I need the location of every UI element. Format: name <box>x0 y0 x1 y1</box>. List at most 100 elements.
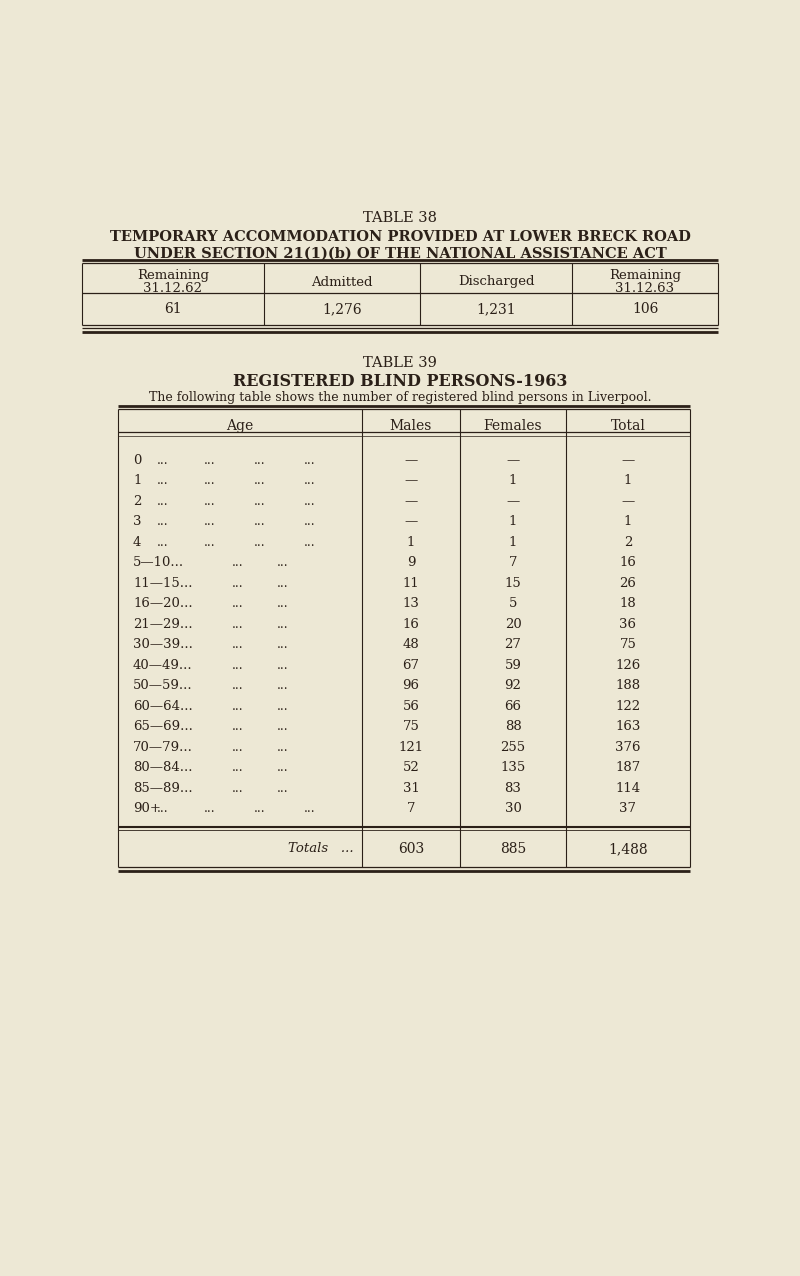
Text: 135: 135 <box>500 762 526 775</box>
Text: ...: ... <box>304 495 316 508</box>
Text: ...: ... <box>232 679 244 693</box>
Text: 2: 2 <box>624 536 632 549</box>
Text: 50—59...: 50—59... <box>133 679 193 693</box>
Text: TEMPORARY ACCOMMODATION PROVIDED AT LOWER BRECK ROAD: TEMPORARY ACCOMMODATION PROVIDED AT LOWE… <box>110 230 690 244</box>
Text: ...: ... <box>304 803 316 815</box>
Text: —: — <box>404 454 418 467</box>
Text: 126: 126 <box>615 658 641 671</box>
Text: 13: 13 <box>402 597 419 610</box>
Text: 1: 1 <box>624 475 632 487</box>
Text: 1,276: 1,276 <box>322 302 362 316</box>
Text: 16: 16 <box>402 618 419 630</box>
Text: 376: 376 <box>615 741 641 754</box>
Text: ...: ... <box>232 741 244 754</box>
Text: 106: 106 <box>632 302 658 316</box>
Text: 1: 1 <box>407 536 415 549</box>
Text: ...: ... <box>277 556 289 569</box>
Text: 0: 0 <box>133 454 142 467</box>
Text: TABLE 39: TABLE 39 <box>363 356 437 370</box>
Text: ...: ... <box>254 475 266 487</box>
Text: —: — <box>404 516 418 528</box>
Text: ...: ... <box>204 516 216 528</box>
Text: 26: 26 <box>619 577 637 590</box>
Text: REGISTERED BLIND PERSONS-1963: REGISTERED BLIND PERSONS-1963 <box>233 373 567 389</box>
Text: —: — <box>622 454 634 467</box>
Text: TABLE 38: TABLE 38 <box>363 211 437 225</box>
Text: ...: ... <box>204 495 216 508</box>
Text: ...: ... <box>232 597 244 610</box>
Text: ...: ... <box>232 782 244 795</box>
Text: 1,488: 1,488 <box>608 842 648 856</box>
Text: 187: 187 <box>615 762 641 775</box>
Text: ...: ... <box>277 638 289 651</box>
Text: Remaining: Remaining <box>609 269 681 282</box>
Text: ...: ... <box>204 475 216 487</box>
Text: 9: 9 <box>406 556 415 569</box>
Text: 18: 18 <box>620 597 636 610</box>
Text: 31.12.63: 31.12.63 <box>615 282 674 295</box>
Text: 40—49...: 40—49... <box>133 658 193 671</box>
Text: ...: ... <box>277 782 289 795</box>
Text: ...: ... <box>277 679 289 693</box>
Text: ...: ... <box>232 638 244 651</box>
Text: 66: 66 <box>505 699 522 713</box>
Text: 52: 52 <box>402 762 419 775</box>
Text: 1: 1 <box>509 475 517 487</box>
Text: ...: ... <box>254 495 266 508</box>
Text: 255: 255 <box>501 741 526 754</box>
Text: 21—29...: 21—29... <box>133 618 193 630</box>
Text: 65—69...: 65—69... <box>133 720 193 734</box>
Text: 16: 16 <box>619 556 637 569</box>
Text: 83: 83 <box>505 782 522 795</box>
Text: 80—84...: 80—84... <box>133 762 193 775</box>
Text: ...: ... <box>232 762 244 775</box>
Text: ...: ... <box>277 597 289 610</box>
Text: ...: ... <box>304 475 316 487</box>
Text: ...: ... <box>304 454 316 467</box>
Text: ...: ... <box>204 454 216 467</box>
Text: 1,231: 1,231 <box>476 302 516 316</box>
Text: Remaining: Remaining <box>137 269 209 282</box>
Text: 122: 122 <box>615 699 641 713</box>
Text: 885: 885 <box>500 842 526 856</box>
Text: 31.12.62: 31.12.62 <box>143 282 202 295</box>
Text: 7: 7 <box>406 803 415 815</box>
Text: ...: ... <box>204 803 216 815</box>
Text: 2: 2 <box>133 495 142 508</box>
Text: 96: 96 <box>402 679 419 693</box>
Text: 11—15...: 11—15... <box>133 577 193 590</box>
Text: ...: ... <box>277 720 289 734</box>
Text: ...: ... <box>277 699 289 713</box>
Text: 92: 92 <box>505 679 522 693</box>
Text: 20: 20 <box>505 618 522 630</box>
Text: 114: 114 <box>615 782 641 795</box>
Text: ...: ... <box>157 536 169 549</box>
Text: 48: 48 <box>402 638 419 651</box>
Text: ...: ... <box>277 658 289 671</box>
Text: ...: ... <box>232 556 244 569</box>
Text: ...: ... <box>157 475 169 487</box>
Text: Totals   ...: Totals ... <box>288 842 354 855</box>
Text: 1: 1 <box>624 516 632 528</box>
Text: 1: 1 <box>509 516 517 528</box>
Text: 1: 1 <box>133 475 142 487</box>
Text: 85—89...: 85—89... <box>133 782 193 795</box>
Text: 75: 75 <box>402 720 419 734</box>
Text: Total: Total <box>610 419 646 433</box>
Text: —: — <box>622 495 634 508</box>
Text: 88: 88 <box>505 720 522 734</box>
Text: The following table shows the number of registered blind persons in Liverpool.: The following table shows the number of … <box>149 392 651 404</box>
Text: —: — <box>506 495 520 508</box>
Text: ...: ... <box>277 741 289 754</box>
Text: —: — <box>506 454 520 467</box>
Text: 60—64...: 60—64... <box>133 699 193 713</box>
Text: 59: 59 <box>505 658 522 671</box>
Text: 70—79...: 70—79... <box>133 741 193 754</box>
Text: ...: ... <box>157 803 169 815</box>
Text: 188: 188 <box>615 679 641 693</box>
Text: 5—10...: 5—10... <box>133 556 184 569</box>
Text: —: — <box>404 495 418 508</box>
Text: 56: 56 <box>402 699 419 713</box>
Text: 31: 31 <box>402 782 419 795</box>
Text: Females: Females <box>484 419 542 433</box>
